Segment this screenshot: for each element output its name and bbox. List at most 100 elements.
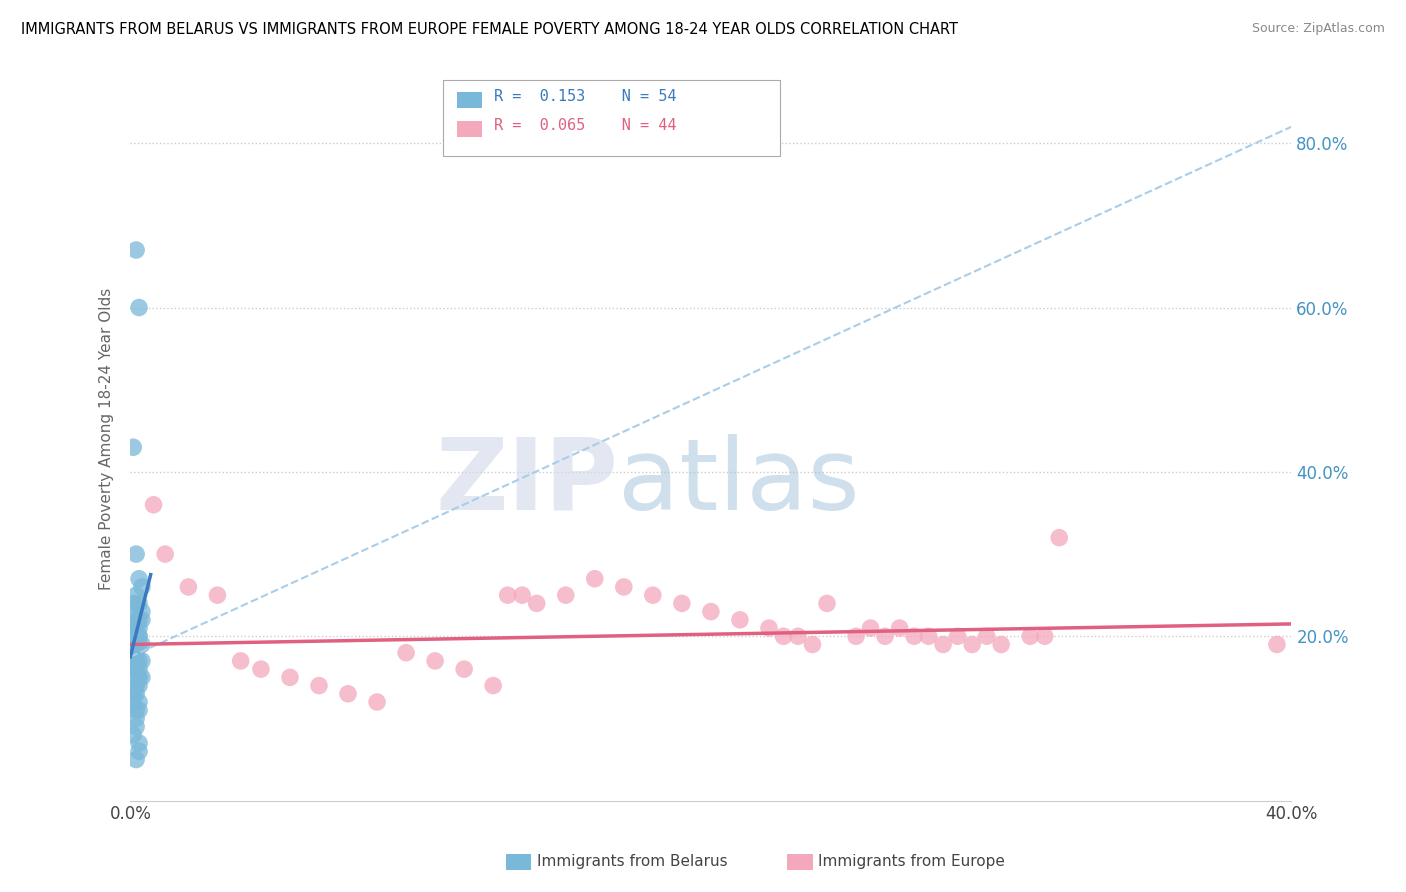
Point <box>125 662 148 676</box>
Point <box>125 752 148 766</box>
Point <box>122 687 145 701</box>
Point <box>142 498 165 512</box>
Point <box>122 629 145 643</box>
Text: R =  0.153    N = 54: R = 0.153 N = 54 <box>494 89 676 103</box>
Point <box>976 629 998 643</box>
Point <box>131 638 153 652</box>
Point <box>728 613 751 627</box>
Point <box>122 621 145 635</box>
Y-axis label: Female Poverty Among 18-24 Year Olds: Female Poverty Among 18-24 Year Olds <box>100 288 114 591</box>
Point <box>125 711 148 725</box>
Point <box>990 638 1012 652</box>
Point <box>125 629 148 643</box>
Point <box>122 646 145 660</box>
Point <box>1019 629 1042 643</box>
Point <box>1265 638 1288 652</box>
Text: atlas: atlas <box>619 434 859 531</box>
Point <box>128 679 150 693</box>
Point <box>903 629 925 643</box>
Point <box>801 638 824 652</box>
Point <box>131 670 153 684</box>
Point <box>700 605 723 619</box>
Point <box>395 646 418 660</box>
Point <box>128 596 150 610</box>
Point <box>128 703 150 717</box>
Point <box>128 613 150 627</box>
Point <box>815 596 838 610</box>
Point <box>125 646 148 660</box>
Text: Source: ZipAtlas.com: Source: ZipAtlas.com <box>1251 22 1385 36</box>
Point <box>308 679 330 693</box>
Point <box>125 662 148 676</box>
Point <box>128 572 150 586</box>
Text: Immigrants from Europe: Immigrants from Europe <box>818 855 1005 869</box>
Point <box>554 588 576 602</box>
Point <box>946 629 969 643</box>
Point <box>453 662 475 676</box>
Point <box>125 679 148 693</box>
Point <box>1047 531 1070 545</box>
Text: Immigrants from Belarus: Immigrants from Belarus <box>537 855 728 869</box>
Point <box>482 679 505 693</box>
Text: ZIP: ZIP <box>434 434 619 531</box>
Point <box>128 744 150 758</box>
Point <box>583 572 606 586</box>
Point <box>125 613 148 627</box>
Point <box>125 687 148 701</box>
Point <box>128 629 150 643</box>
Point <box>337 687 360 701</box>
Point <box>526 596 548 610</box>
Point <box>917 629 939 643</box>
Point <box>845 629 868 643</box>
Point <box>125 547 148 561</box>
Point <box>510 588 533 602</box>
Point <box>131 605 153 619</box>
Point <box>125 654 148 668</box>
Point <box>1033 629 1056 643</box>
Point <box>128 736 150 750</box>
Point <box>125 588 148 602</box>
Point <box>889 621 911 635</box>
Point <box>125 243 148 257</box>
Point <box>122 605 145 619</box>
Point <box>207 588 229 602</box>
Point <box>671 596 693 610</box>
Point <box>125 638 148 652</box>
Point <box>641 588 664 602</box>
Point <box>873 629 896 643</box>
Point <box>613 580 636 594</box>
Point <box>122 440 145 454</box>
Point <box>122 662 145 676</box>
Point <box>423 654 446 668</box>
Text: R =  0.065    N = 44: R = 0.065 N = 44 <box>494 119 676 133</box>
Point <box>125 679 148 693</box>
Point <box>128 621 150 635</box>
Point <box>496 588 519 602</box>
Point <box>131 580 153 594</box>
Point <box>128 629 150 643</box>
Point <box>787 629 810 643</box>
Point <box>960 638 983 652</box>
Point <box>859 621 882 635</box>
Point <box>128 670 150 684</box>
Point <box>125 720 148 734</box>
Point <box>125 654 148 668</box>
Point <box>772 629 794 643</box>
Point <box>177 580 200 594</box>
Point <box>131 654 153 668</box>
Point <box>128 670 150 684</box>
Point <box>128 662 150 676</box>
Point <box>125 703 148 717</box>
Point <box>122 596 145 610</box>
Point <box>128 301 150 315</box>
Point <box>131 613 153 627</box>
Point <box>758 621 780 635</box>
Point <box>125 621 148 635</box>
Point <box>229 654 252 668</box>
Point <box>128 638 150 652</box>
Point <box>122 695 145 709</box>
Point <box>122 728 145 742</box>
Point <box>122 646 145 660</box>
Point <box>125 638 148 652</box>
Point <box>278 670 301 684</box>
